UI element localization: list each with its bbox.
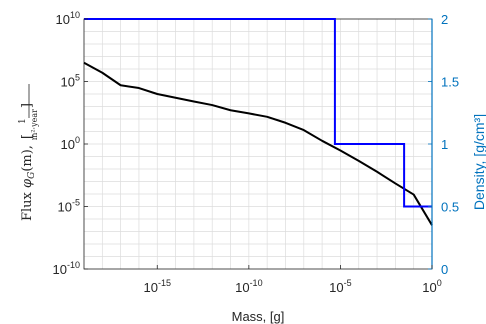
axes: 10-15 10-10 10-5 100 1010 105 100 10-5 10-10 0 0.5… (53, 10, 460, 295)
density-series-line (84, 18, 432, 208)
y-title-flux: Flux (20, 188, 35, 221)
y-title-bracket-close: ] (20, 103, 35, 108)
y-title-bracket-open: [ (20, 134, 35, 139)
x-tick-label: 10-5 (329, 278, 351, 295)
y-tick-label: 10-10 (53, 260, 80, 277)
y-right-tick-label: 1 (441, 137, 448, 152)
y-title-frac-num: 1 (18, 118, 28, 124)
x-axis-title: Mass, [g] (232, 309, 285, 324)
flux-series-line (83, 61, 433, 226)
y-axis-title-left: Flux φG(m), [1 m²·year] (18, 84, 39, 221)
y-right-tick-label: 2 (441, 12, 448, 27)
y-axis-title-right: Density, [g/cm³] (471, 114, 486, 210)
x-tick-label: 10-15 (144, 278, 171, 295)
y-title-phi-sub: G (27, 172, 37, 179)
y-right-tick-label: 0 (441, 262, 448, 277)
y-right-tick-label: 0.5 (441, 200, 459, 215)
x-tick-label: 10-10 (235, 278, 262, 295)
y-title-phi: φ (20, 178, 35, 188)
svg-text:Flux φG(m),[1m²·year]: Flux φG(m), [1 m²·year] (18, 103, 39, 221)
y-tick-label: 10-5 (58, 198, 80, 215)
x-tick-label: 100 (422, 278, 441, 295)
y-title-arg: (m), (20, 145, 35, 172)
y-right-tick-label: 1.5 (441, 75, 459, 90)
y-title-frac-den: m²·year (30, 109, 39, 140)
y-tick-label: 1010 (56, 10, 80, 27)
y-tick-label: 100 (61, 135, 80, 152)
series-layer (83, 18, 433, 226)
y-tick-label: 105 (61, 73, 80, 90)
